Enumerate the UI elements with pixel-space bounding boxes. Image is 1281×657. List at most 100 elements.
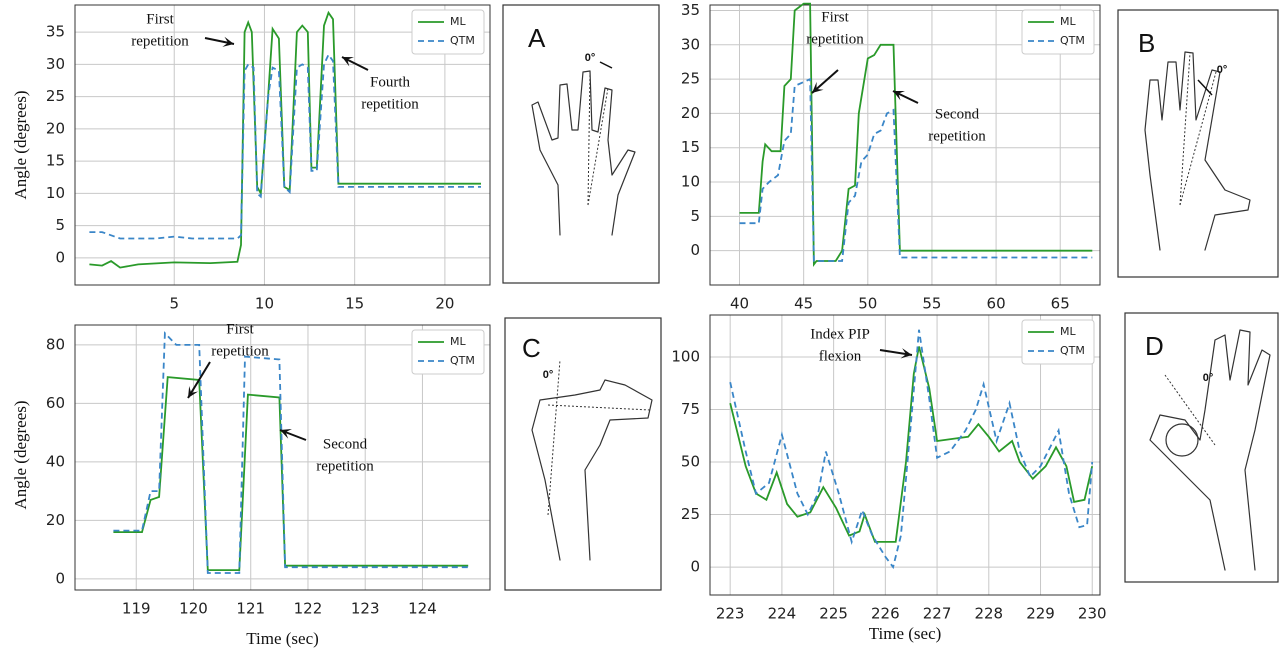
data-line: [89, 10, 481, 269]
panel-frame: [1124, 312, 1279, 583]
y-axis-label: Angle (degrees): [11, 90, 30, 199]
x-tick-label: 120: [179, 600, 208, 618]
y-tick-label: 30: [681, 35, 700, 53]
y-tick-label: 25: [681, 505, 700, 523]
annotation-arrowhead: [342, 57, 354, 67]
panel-label: A: [528, 23, 546, 53]
reference-line: [547, 359, 561, 516]
annotation-arrowhead: [280, 429, 292, 439]
plot-frame: [709, 314, 1101, 596]
panel-a: A 0°: [502, 4, 660, 284]
y-tick-label: 25: [681, 70, 700, 88]
panel-label: B: [1138, 28, 1155, 58]
x-tick-label: 122: [294, 600, 323, 618]
panel-frame: [502, 4, 660, 284]
x-tick-label: 225: [819, 605, 848, 623]
x-tick-label: 55: [922, 295, 941, 313]
y-tick-label: 40: [46, 452, 65, 470]
legend-box: [411, 9, 485, 55]
y-tick-label: 80: [46, 335, 65, 353]
x-tick-label: 45: [794, 295, 813, 313]
y-tick-label: 20: [46, 119, 65, 137]
panel-c: C 0°: [504, 317, 662, 591]
reference-line: [1179, 52, 1191, 206]
annotation: repetition: [361, 96, 419, 112]
y-tick-label: 0: [690, 241, 700, 259]
angle-arrow: [1197, 79, 1213, 96]
legend-label: ML: [450, 15, 466, 28]
y-tick-label: 0: [690, 558, 700, 576]
y-tick-label: 30: [46, 55, 65, 73]
angle-arrow: [599, 61, 613, 69]
legend-label: QTM: [450, 34, 475, 47]
x-tick-label: 10: [255, 295, 274, 313]
x-tick-label: 65: [1051, 295, 1070, 313]
annotation-arrowhead: [188, 386, 199, 398]
y-tick-label: 0: [55, 248, 65, 266]
y-tick-label: 5: [55, 216, 65, 234]
y-tick-label: 50: [681, 453, 700, 471]
legend-label: ML: [1060, 15, 1076, 28]
annotation: Second: [323, 436, 368, 452]
y-tick-label: 20: [46, 511, 65, 529]
annotation: repetition: [211, 343, 269, 359]
panel-b: B 0°: [1117, 9, 1279, 278]
legend-label: QTM: [1060, 34, 1085, 47]
annotation: Index PIP: [810, 326, 870, 342]
angle-label: 0°: [543, 369, 554, 381]
angle-label: 0°: [1217, 64, 1228, 76]
plot-frame: [74, 324, 491, 591]
data-line: [113, 331, 469, 574]
legend-box: [1021, 319, 1095, 365]
angle-label: 0°: [585, 52, 596, 64]
x-tick-label: 224: [768, 605, 797, 623]
y-tick-label: 15: [681, 138, 700, 156]
data-line: [739, 2, 1093, 268]
y-tick-label: 100: [671, 348, 700, 366]
annotation: repetition: [316, 458, 374, 474]
annotation-arrowhead: [900, 348, 912, 359]
legend-label: ML: [450, 335, 466, 348]
annotation: flexion: [819, 348, 862, 364]
y-tick-label: 15: [46, 152, 65, 170]
annotation-arrowhead: [812, 81, 824, 93]
x-tick-label: 119: [122, 600, 151, 618]
x-tick-label: 124: [408, 600, 437, 618]
annotation: repetition: [131, 33, 189, 49]
plot-frame: [74, 4, 491, 286]
x-tick-label: 230: [1078, 605, 1107, 623]
y-tick-label: 35: [46, 23, 65, 41]
hand-drawing: [1144, 51, 1251, 251]
annotation: Second: [935, 106, 980, 122]
annotation: First: [821, 9, 849, 25]
plot-frame: [709, 4, 1101, 286]
panel-label: D: [1145, 331, 1164, 361]
panel-label: C: [522, 333, 541, 363]
data-line: [729, 329, 1094, 570]
x-tick-label: 50: [858, 295, 877, 313]
x-tick-label: 227: [923, 605, 952, 623]
hand-drawing: [1165, 423, 1199, 457]
x-tick-label: 40: [730, 295, 749, 313]
x-tick-label: 226: [871, 605, 900, 623]
annotation: repetition: [806, 31, 864, 47]
y-tick-label: 35: [681, 1, 700, 19]
x-tick-label: 5: [169, 295, 179, 313]
annotation-arrow: [187, 361, 211, 399]
y-tick-label: 75: [681, 400, 700, 418]
y-tick-label: 25: [46, 87, 65, 105]
y-tick-label: 20: [681, 104, 700, 122]
annotation: First: [226, 321, 254, 337]
hand-drawing: [531, 379, 653, 561]
y-tick-label: 60: [46, 394, 65, 412]
data-line: [739, 77, 1093, 262]
panel-frame: [1117, 9, 1279, 278]
data-line: [89, 52, 481, 240]
x-tick-label: 228: [974, 605, 1003, 623]
hand-drawing: [1149, 329, 1271, 571]
x-tick-label: 229: [1026, 605, 1055, 623]
legend-box: [411, 329, 485, 375]
annotation-arrowhead: [222, 36, 234, 47]
x-tick-label: 121: [236, 600, 265, 618]
x-tick-label: 20: [435, 295, 454, 313]
